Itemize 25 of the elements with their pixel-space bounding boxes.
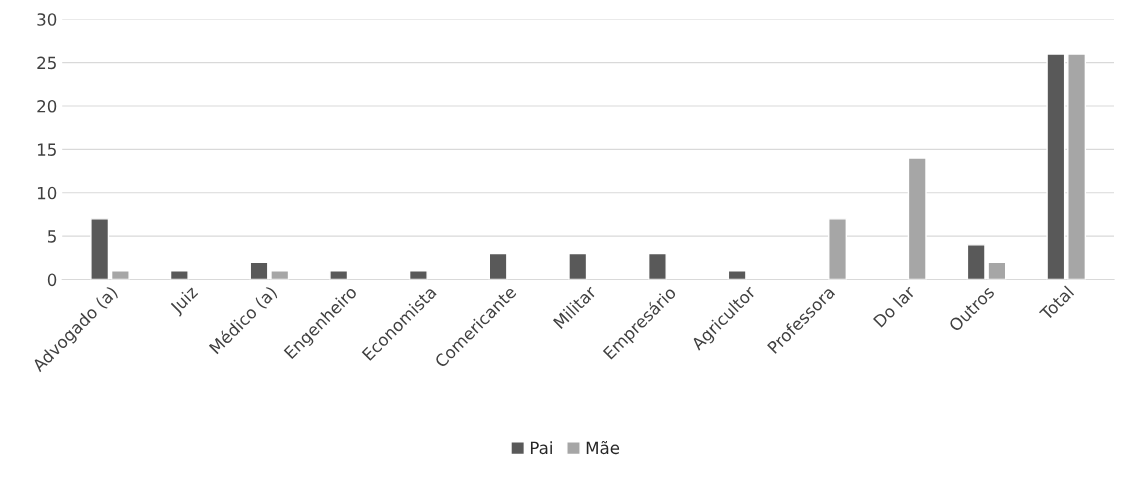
bar <box>488 252 508 280</box>
bar <box>1067 53 1087 280</box>
x-tick-label: Do lar <box>872 284 916 328</box>
bar <box>169 270 189 280</box>
y-tick-label: 25 <box>37 56 56 70</box>
legend-label: Mãe <box>586 440 620 455</box>
bar <box>828 218 847 280</box>
bar <box>90 218 110 280</box>
bar <box>249 261 269 280</box>
y-tick-label: 5 <box>48 230 56 243</box>
y-tick-label: 0 <box>47 273 57 287</box>
bar <box>727 270 747 280</box>
bar <box>647 252 667 280</box>
bar <box>270 270 290 280</box>
bar <box>568 252 588 280</box>
y-tick-label: 10 <box>37 186 57 200</box>
bar <box>329 270 349 280</box>
y-tick-label: 20 <box>37 100 57 113</box>
y-tick-label: 30 <box>37 13 57 26</box>
bar <box>408 270 428 280</box>
legend-label: Pai <box>530 441 552 455</box>
bar <box>1046 53 1066 280</box>
y-tick-label: 15 <box>37 143 56 156</box>
bar <box>110 270 130 280</box>
bar <box>907 157 927 280</box>
